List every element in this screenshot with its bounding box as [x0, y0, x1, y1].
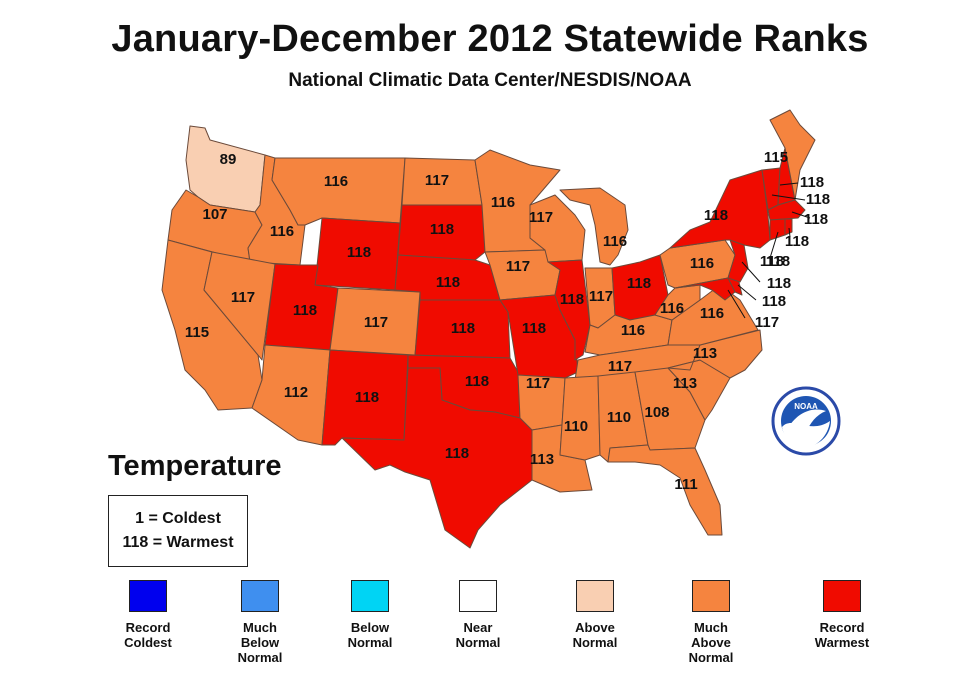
- legend-label: Record Coldest: [124, 620, 172, 650]
- legend-label: Below Normal: [347, 620, 393, 650]
- legend-swatch: [576, 580, 614, 612]
- state-ri: [784, 218, 793, 236]
- map-title: January-December 2012 Statewide Ranks: [111, 18, 869, 60]
- state-ny: [669, 169, 771, 249]
- noaa-logo-icon: NOAA: [771, 386, 841, 456]
- state-rank-tx: 118: [445, 445, 469, 462]
- leader-line-ma: [791, 211, 811, 219]
- legend-item: Much Below Normal: [210, 580, 310, 665]
- state-rank-co: 117: [364, 314, 388, 331]
- state-rank-ut: 118: [293, 302, 317, 319]
- state-rank-sd: 118: [430, 221, 454, 238]
- state-rank-ks: 118: [451, 320, 475, 337]
- state-nv: [203, 251, 276, 361]
- state-rank-va: 116: [700, 305, 724, 322]
- state-rank-tn: 117: [608, 358, 632, 375]
- legend-item: Much Above Normal: [661, 580, 761, 665]
- legend-label: Above Normal: [572, 620, 618, 650]
- state-rank-ri: 118: [785, 233, 809, 250]
- state-rank-ct: 118: [766, 253, 790, 270]
- legend-label: Much Below Normal: [237, 620, 283, 665]
- state-rank-nm: 118: [355, 389, 379, 406]
- rank-key-warmest: 118 = Warmest: [122, 534, 234, 551]
- state-rank-mi: 116: [603, 233, 627, 250]
- map-subtitle: National Climatic Data Center/NESDIS/NOA…: [288, 70, 692, 91]
- legend-item: Record Warmest: [792, 580, 892, 650]
- state-rank-wv: 116: [660, 300, 684, 317]
- legend-item: Above Normal: [545, 580, 645, 650]
- state-ks: [414, 299, 511, 359]
- state-rank-id: 116: [270, 223, 294, 240]
- legend-swatch: [823, 580, 861, 612]
- state-rank-de: 118: [767, 275, 791, 292]
- legend-swatch: [241, 580, 279, 612]
- leader-line-ct: [769, 231, 779, 259]
- leader-line-de: [737, 284, 757, 301]
- state-fl: [607, 444, 723, 536]
- state-rank-ky: 116: [621, 322, 645, 339]
- state-me: [769, 109, 816, 201]
- state-rank-me: 115: [764, 149, 788, 166]
- state-rank-ia: 117: [506, 258, 530, 275]
- legend-item: Near Normal: [428, 580, 528, 650]
- state-rank-la: 113: [530, 451, 554, 468]
- legend-swatch: [351, 580, 389, 612]
- state-rank-ga: 108: [644, 404, 669, 421]
- state-rank-dc: 117: [755, 314, 779, 331]
- state-rank-fl: 111: [674, 476, 697, 493]
- state-rank-in: 117: [589, 288, 613, 305]
- legend-swatch: [459, 580, 497, 612]
- legend-label: Much Above Normal: [688, 620, 734, 665]
- legend-item: Record Coldest: [98, 580, 198, 650]
- state-rank-wi: 117: [529, 209, 553, 226]
- state-rank-nv: 117: [231, 289, 255, 306]
- state-rank-ms: 110: [564, 418, 588, 435]
- legend-item: Below Normal: [320, 580, 420, 650]
- rank-key-coldest: 1 = Coldest: [135, 510, 221, 527]
- legend-label: Record Warmest: [814, 620, 870, 650]
- state-rank-wy: 118: [347, 244, 371, 261]
- leader-line-ri: [788, 227, 791, 238]
- state-rank-ne: 118: [436, 274, 460, 291]
- state-rank-ma: 118: [804, 211, 828, 228]
- state-rank-nc: 113: [693, 345, 717, 362]
- state-sd: [397, 204, 486, 261]
- state-rank-nj: 118: [760, 253, 784, 270]
- state-mi: [559, 187, 629, 266]
- state-rank-nh: 118: [806, 191, 830, 208]
- legend-title: Temperature: [108, 450, 282, 482]
- state-rank-ok: 118: [465, 373, 489, 390]
- state-rank-ar: 117: [526, 375, 550, 392]
- state-rank-mt: 116: [324, 173, 348, 190]
- leader-line-vt: [771, 194, 806, 201]
- legend-swatch: [129, 580, 167, 612]
- state-rank-vt: 118: [800, 174, 824, 191]
- color-legend: Record Coldest Much Below Normal Below Nor…: [98, 580, 888, 680]
- state-rank-al: 110: [607, 409, 631, 426]
- state-rank-wa: 89: [220, 151, 237, 168]
- state-rank-mn: 116: [491, 194, 515, 211]
- state-rank-ca: 115: [185, 324, 209, 341]
- leader-line-nh: [779, 182, 799, 186]
- state-rank-az: 112: [284, 384, 308, 401]
- state-rank-ny: 118: [704, 207, 728, 224]
- state-rank-mo: 118: [522, 320, 546, 337]
- state-rank-nd: 117: [425, 172, 449, 189]
- state-rank-or: 107: [202, 206, 227, 223]
- state-il: [547, 259, 591, 361]
- state-ct: [769, 218, 786, 241]
- state-tx: [341, 367, 533, 549]
- state-rank-sc: 113: [673, 375, 697, 392]
- logo-text: NOAA: [794, 402, 818, 411]
- state-rank-il: 118: [560, 291, 584, 308]
- state-rank-md: 118: [762, 293, 786, 310]
- leader-line-nj: [741, 261, 761, 283]
- legend-label: Near Normal: [455, 620, 501, 650]
- legend-swatch: [692, 580, 730, 612]
- rank-key-box: 1 = Coldest 118 = Warmest: [108, 495, 248, 567]
- state-rank-pa: 116: [690, 255, 714, 272]
- state-rank-oh: 118: [627, 275, 651, 292]
- leader-line-md: [727, 289, 746, 319]
